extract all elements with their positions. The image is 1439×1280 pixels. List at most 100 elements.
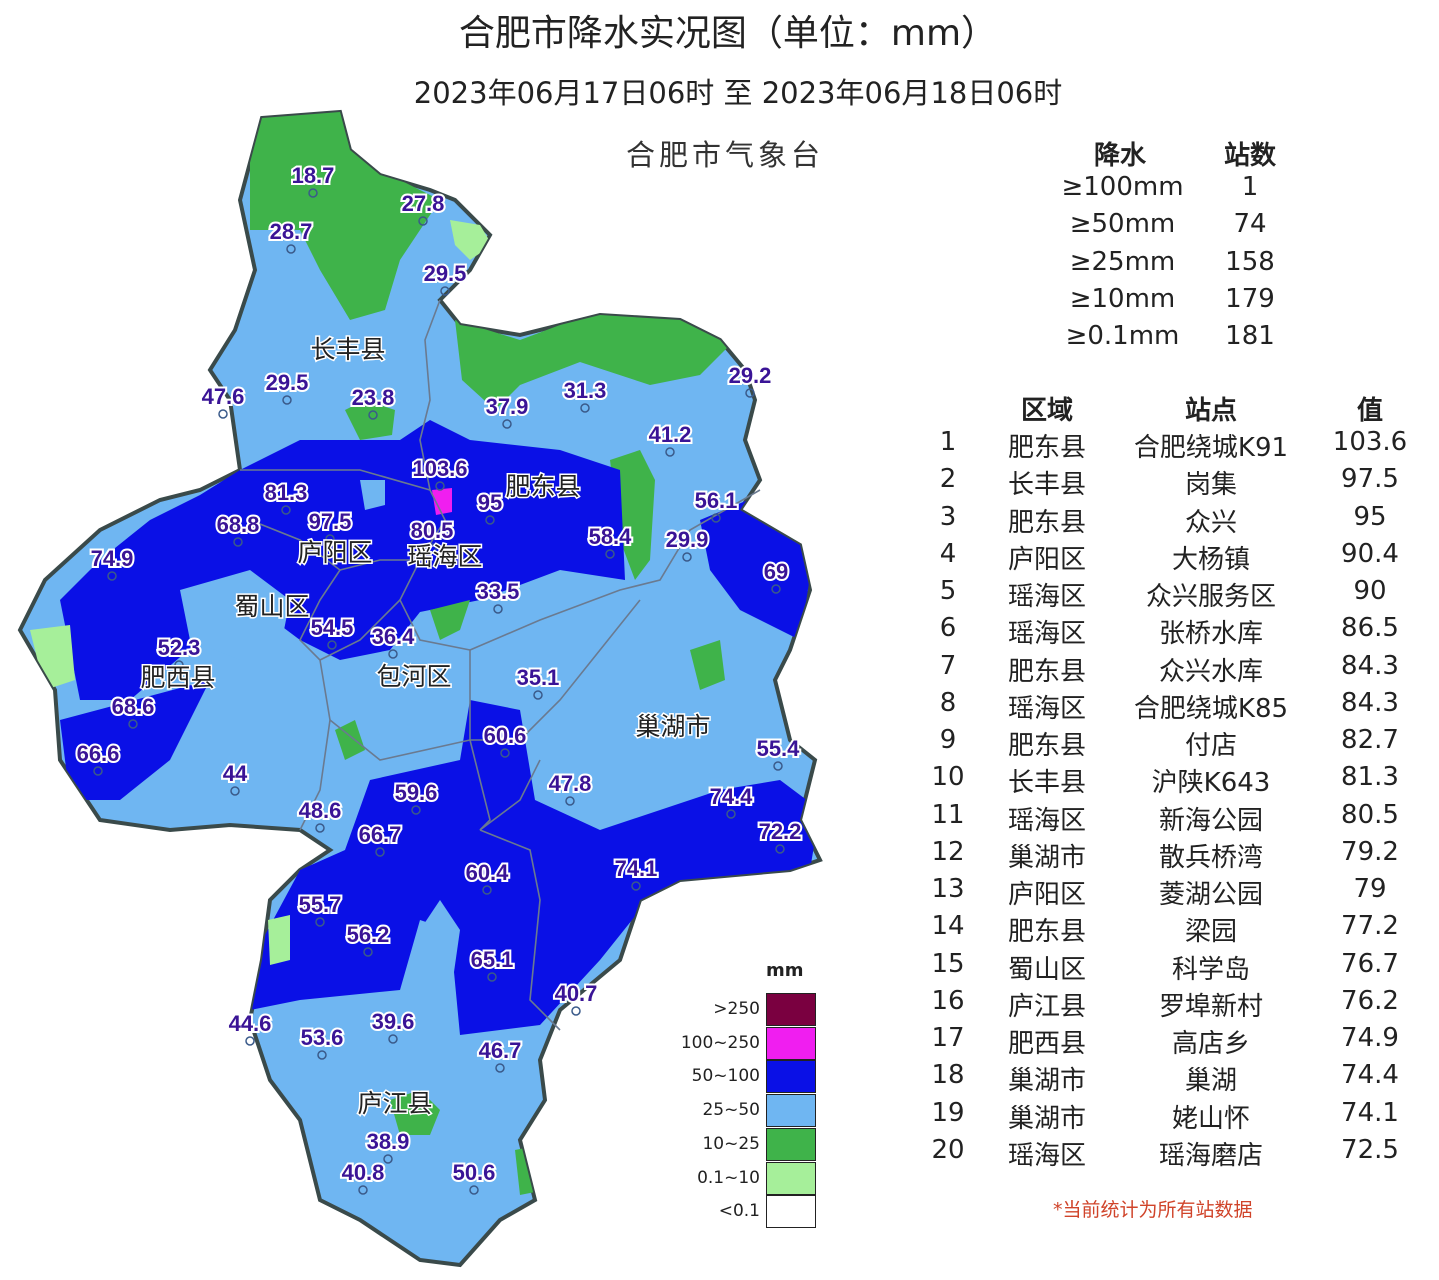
ranking-rank: 18: [931, 1060, 965, 1091]
station-marker: [282, 395, 292, 405]
station-value-label: 65.1: [471, 947, 514, 972]
ranking-value: 84.3: [1341, 687, 1399, 718]
summary-threshold: ≥100mm: [1061, 172, 1184, 202]
station-marker: [775, 844, 785, 854]
district-label: 巢湖市: [635, 712, 710, 741]
ranking-region: 肥东县: [1007, 656, 1086, 687]
ranking-region: 肥东县: [1007, 507, 1086, 538]
ranking-region: 长丰县: [1007, 470, 1086, 501]
station-value-label: 38.9: [367, 1129, 410, 1154]
station-marker: [493, 604, 503, 614]
ranking-region: 肥东县: [1007, 433, 1086, 463]
ranking-rank: 4: [939, 538, 957, 569]
ranking-station: 姥山怀: [1171, 1103, 1250, 1134]
station-marker: [218, 409, 228, 419]
ranking-rank: 17: [931, 1023, 965, 1053]
station-value-label: 33.5: [477, 579, 520, 604]
station-marker: [773, 761, 783, 771]
station-marker: [485, 515, 495, 525]
station-marker: [631, 881, 641, 891]
ranking-value: 74.1: [1341, 1097, 1399, 1128]
station-value-label: 95: [478, 490, 502, 515]
station-value-label: 35.1: [517, 665, 560, 690]
summary-header-count: 站数: [1223, 141, 1276, 171]
rain-zone: [455, 310, 730, 410]
station-value-label: 40.8: [342, 1160, 385, 1185]
station-marker: [500, 748, 510, 758]
ranking-value: 90.4: [1341, 538, 1399, 569]
ranking-station: 科学岛: [1171, 954, 1250, 985]
legend-label: 25~50: [702, 1100, 760, 1121]
ranking-value: 80.5: [1341, 799, 1399, 830]
legend-label: 0.1~10: [697, 1167, 760, 1188]
summary-count: 158: [1225, 246, 1275, 277]
summary-threshold: ≥10mm: [1069, 283, 1176, 314]
ranking-value: 77.2: [1341, 911, 1399, 942]
station-marker: [325, 534, 335, 544]
legend-label: <0.1: [718, 1201, 760, 1222]
rain-zone: [690, 640, 725, 690]
ranking-region: 庐江县: [1007, 991, 1086, 1022]
ranking-region: 瑶海区: [1007, 582, 1086, 612]
ranking-rank: 14: [931, 911, 965, 942]
ranking-station: 众兴服务区: [1145, 582, 1276, 612]
ranking-rank: 3: [939, 501, 957, 532]
rain-zone: [180, 570, 290, 660]
district-label: 包河区: [376, 662, 451, 691]
station-value-label: 74.4: [710, 784, 754, 809]
station-value-label: 47.8: [549, 771, 592, 796]
station-value-label: 74.9: [91, 546, 134, 571]
station-marker: [682, 552, 692, 562]
ranking-region: 庐阳区: [1007, 544, 1086, 575]
ranking-rank: 10: [931, 762, 965, 793]
ranking-station: 众兴水库: [1158, 656, 1263, 687]
ranking-rank: 1: [939, 427, 957, 457]
station-marker: [435, 481, 445, 491]
district-label: 肥东县: [505, 472, 580, 501]
station-marker: [230, 786, 240, 796]
ranking-value: 82.7: [1341, 725, 1399, 755]
legend-swatch: [766, 1026, 816, 1060]
station-value-label: 54.5: [311, 615, 354, 640]
station-value-label: 44: [223, 761, 248, 786]
legend-label: >250: [713, 999, 760, 1019]
ranking-station: 梁园: [1184, 917, 1237, 948]
station-marker: [327, 640, 337, 650]
legend-swatch: [766, 1060, 816, 1094]
ranking-value: 74.9: [1341, 1023, 1399, 1053]
station-value-label: 74.1: [615, 856, 658, 881]
ranking-value: 84.3: [1341, 650, 1399, 681]
station-markers: [93, 188, 785, 1195]
ranking-region: 瑶海区: [1007, 1140, 1086, 1171]
ranking-station: 菱湖公园: [1158, 880, 1263, 910]
map-title: 合肥市降水实况图（单位：mm）: [458, 13, 998, 54]
ranking-value: 86.5: [1341, 613, 1399, 644]
station-value-label: 46.7: [479, 1038, 522, 1063]
station-value-label: 60.6: [484, 723, 527, 748]
ranking-station: 大杨镇: [1171, 544, 1250, 575]
rain-zones: [30, 112, 820, 1195]
station-value-label: 60.4: [466, 860, 510, 885]
summary-count: 1: [1241, 172, 1259, 202]
ranking-rank: 20: [931, 1134, 965, 1165]
station-marker: [363, 947, 373, 957]
station-marker: [128, 719, 138, 729]
station-value-label: 40.7: [555, 981, 598, 1006]
station-marker: [771, 584, 781, 594]
station-marker: [368, 410, 378, 420]
rain-zone: [345, 400, 395, 440]
ranking-rank: 15: [931, 948, 965, 979]
station-marker: [605, 549, 615, 559]
station-marker: [411, 805, 421, 815]
ranking-value: 95: [1353, 501, 1387, 532]
ranking-station: 高店乡: [1171, 1029, 1250, 1059]
legend-swatch: [766, 1161, 816, 1195]
station-marker: [383, 1154, 393, 1164]
station-value-label: 72.2: [759, 819, 802, 844]
legend-label: 50~100: [691, 1066, 760, 1087]
station-value-label: 55.7: [299, 892, 342, 917]
ranking-rank: 16: [931, 985, 965, 1016]
station-marker: [745, 388, 755, 398]
